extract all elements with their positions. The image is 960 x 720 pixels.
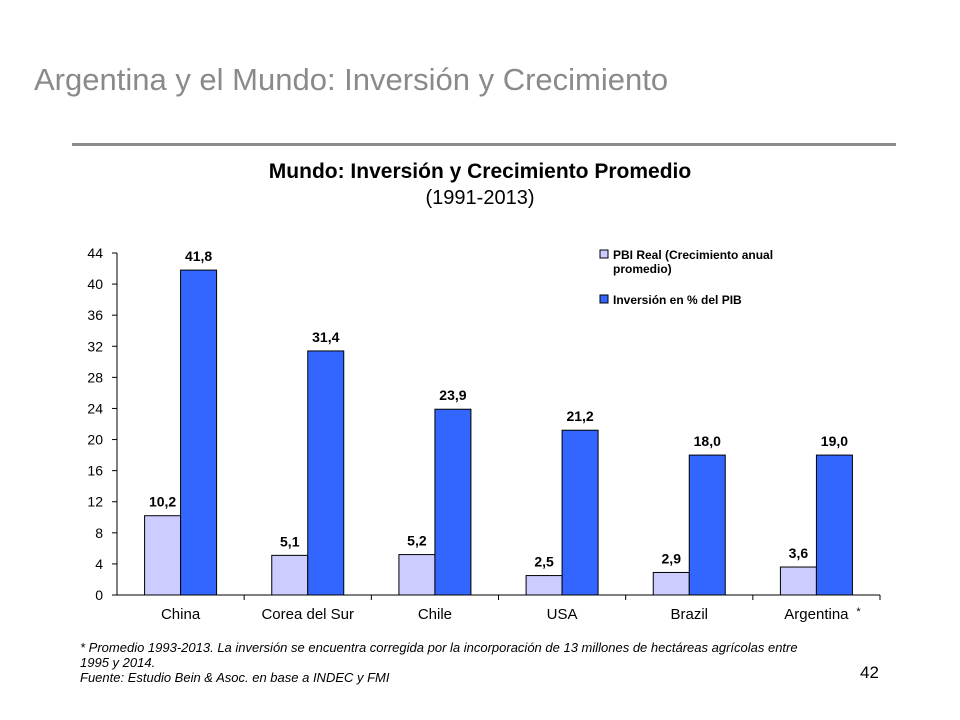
y-tick-label: 4: [95, 556, 103, 572]
footnote: * Promedio 1993-2013. La inversión se en…: [80, 640, 900, 685]
data-label: 10,2: [149, 494, 176, 510]
bar: [561, 429, 599, 596]
footnote-line-1: * Promedio 1993-2013. La inversión se en…: [80, 640, 798, 655]
bar-chart: 0 4 8 12 16 20 24 28 32 36 40 44 China 10,2 41,8 Corea …: [87, 245, 881, 623]
bar: [271, 554, 309, 596]
slide-title: Argentina y el Mundo: Inversión y Crecim…: [34, 62, 669, 97]
x-tick-label: Brazil: [670, 606, 708, 623]
footnote-line-2: 1995 y 2014.: [80, 655, 156, 670]
x-tick-label: Chile: [418, 606, 452, 623]
data-label: 18,0: [694, 433, 721, 449]
x-tick-marker: *: [856, 606, 861, 618]
legend-label: Inversión en % del PIB: [613, 293, 742, 307]
y-tick-label: 40: [87, 276, 103, 292]
y-tick-label: 0: [95, 587, 103, 603]
data-label: 3,6: [789, 545, 809, 561]
bar: [652, 571, 690, 596]
legend-swatch: [599, 294, 609, 304]
bar: [307, 350, 345, 596]
legend-label: PBI Real (Crecimiento anual: [613, 248, 773, 262]
bar: [434, 408, 472, 596]
data-label: 31,4: [312, 329, 339, 345]
footnote-source: Fuente: Estudio Bein & Asoc. en base a I…: [80, 670, 390, 685]
bar: [180, 269, 218, 596]
bar: [144, 515, 182, 596]
data-label: 19,0: [821, 433, 848, 449]
y-tick-label: 20: [87, 432, 103, 448]
data-label: 2,9: [662, 550, 682, 566]
x-tick-label: Argentina: [784, 606, 849, 623]
title-divider: [72, 143, 896, 146]
y-tick-label: 8: [95, 525, 103, 541]
x-tick-label: China: [161, 606, 201, 623]
x-tick-label: Corea del Sur: [261, 606, 354, 623]
data-label: 2,5: [534, 554, 554, 570]
bar: [779, 566, 817, 596]
legend-swatch: [599, 249, 609, 259]
data-label: 5,1: [280, 533, 300, 549]
legend-label: promedio): [613, 262, 672, 276]
y-tick-label: 32: [87, 338, 103, 354]
chart-subtitle: (1991-2013): [425, 187, 535, 209]
bar: [398, 554, 436, 596]
y-tick-label: 16: [87, 463, 103, 479]
data-label: 21,2: [566, 408, 593, 424]
bar: [688, 454, 726, 596]
y-tick-label: 36: [87, 307, 103, 323]
bar: [525, 575, 563, 596]
data-label: 23,9: [439, 387, 466, 403]
data-label: 41,8: [185, 248, 212, 264]
data-label: 5,2: [407, 533, 427, 549]
y-tick-label: 24: [87, 400, 103, 416]
page-number: 42: [860, 663, 879, 682]
y-tick-label: 44: [87, 245, 103, 261]
y-tick-label: 28: [87, 369, 103, 385]
x-tick-label: USA: [547, 606, 578, 623]
y-tick-label: 12: [87, 494, 103, 510]
chart-title: Mundo: Inversión y Crecimiento Promedio: [268, 160, 692, 183]
bar: [815, 454, 853, 596]
